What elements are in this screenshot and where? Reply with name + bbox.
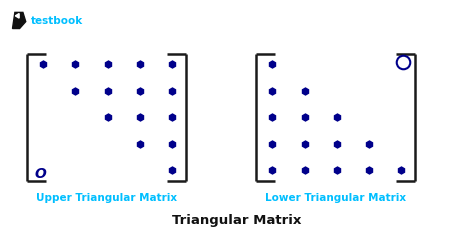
Point [168,90,175,93]
Point [72,63,79,67]
Point [136,63,144,67]
Point [301,142,309,146]
Polygon shape [12,13,26,29]
Text: testbook: testbook [30,16,83,26]
Point [72,90,79,93]
Point [365,169,373,173]
Point [269,63,276,67]
Point [136,142,144,146]
Point [39,63,47,67]
Point [104,116,111,120]
Point [104,90,111,93]
Point [333,169,340,173]
Point [301,169,309,173]
Text: Upper Triangular Matrix: Upper Triangular Matrix [36,192,177,202]
Point [168,142,175,146]
Point [269,116,276,120]
Point [269,142,276,146]
Point [168,169,175,173]
Point [168,116,175,120]
Text: Lower Triangular Matrix: Lower Triangular Matrix [265,192,406,202]
Point [365,142,373,146]
Text: Triangular Matrix: Triangular Matrix [173,213,301,226]
Point [104,63,111,67]
Point [400,61,407,64]
Point [136,116,144,120]
Text: O: O [35,166,47,180]
Point [301,116,309,120]
Point [136,90,144,93]
Polygon shape [15,15,19,19]
Point [397,169,405,173]
Point [333,142,340,146]
Point [168,63,175,67]
Point [269,90,276,93]
Point [269,169,276,173]
Point [333,116,340,120]
Point [301,90,309,93]
